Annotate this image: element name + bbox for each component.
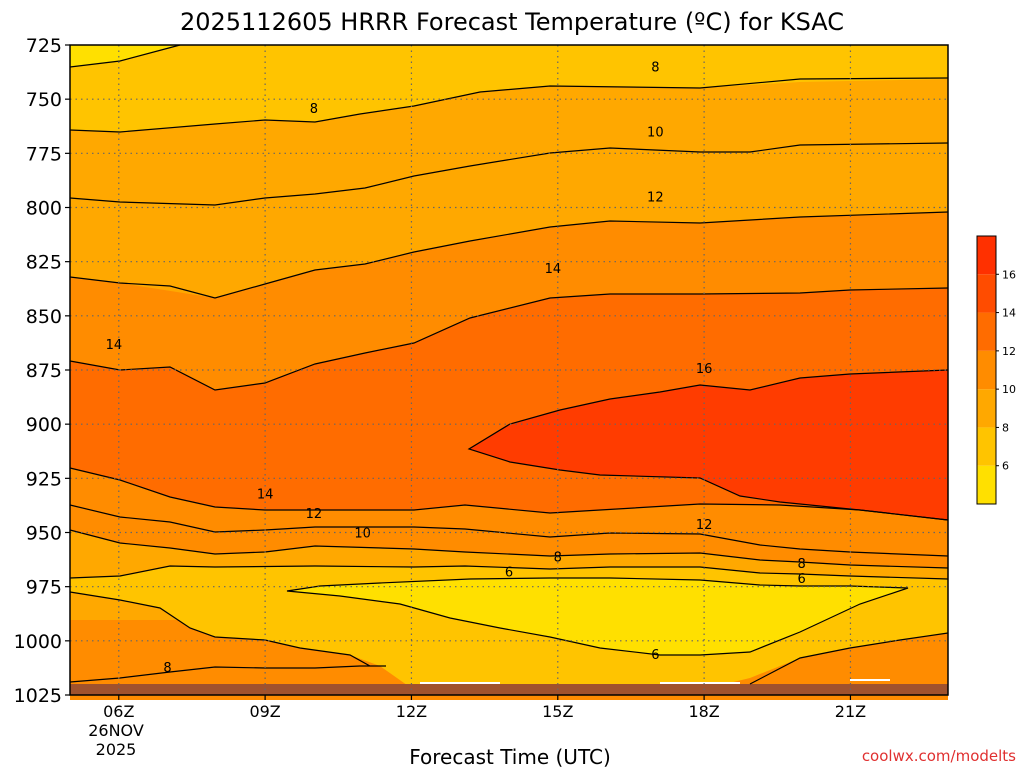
colorbar: 6 8 10 12 14 16 — [976, 235, 1016, 505]
grid-lines — [70, 45, 948, 695]
y-tick-label: 925 — [26, 468, 62, 490]
y-tick-label: 900 — [26, 414, 62, 436]
colorbar-swatch — [977, 389, 996, 428]
colorbar-swatch — [977, 274, 996, 313]
contour-label: 12 — [696, 518, 713, 533]
contour-8-lowerright — [749, 632, 949, 685]
date-label-line1: 26NOV — [88, 721, 144, 740]
contour-label: 8 — [798, 557, 806, 572]
x-tick-label: 15Z — [542, 702, 573, 721]
colorbar-label: 10 — [1002, 383, 1016, 396]
contour-16 — [467, 369, 949, 521]
colorbar-label: 8 — [1002, 421, 1009, 434]
colorbar-frame — [976, 235, 997, 505]
y-tick-label: 775 — [26, 143, 62, 165]
x-tick-label: 18Z — [688, 702, 719, 721]
contour-12-lower — [69, 504, 949, 557]
y-tick-label: 800 — [26, 198, 62, 220]
y-tick-label: 950 — [26, 523, 62, 545]
band-fill — [70, 45, 180, 67]
x-axis-title: Forecast Time (UTC) — [409, 745, 611, 768]
contour-label: 14 — [545, 262, 562, 277]
ground-layer — [70, 684, 948, 695]
contour-label: 6 — [651, 648, 659, 663]
x-axis: 06Z 09Z 12Z 15Z 18Z 21Z — [103, 695, 866, 721]
watermark: coolwx.com/modelts — [862, 747, 1016, 765]
y-tick-label: 750 — [26, 89, 62, 111]
contour-label: 8 — [651, 61, 659, 76]
contour-label: 12 — [306, 507, 323, 522]
y-tick-label: 975 — [26, 577, 62, 599]
contour-label: 6 — [505, 566, 513, 581]
contour-14-upper — [69, 287, 949, 391]
contour-6-pocket — [286, 577, 909, 656]
colorbar-swatch — [977, 312, 996, 351]
contour-label: 14 — [106, 338, 123, 353]
contour-label: 10 — [354, 527, 371, 542]
chart-title: 2025112605 HRRR Forecast Temperature (ºC… — [180, 8, 844, 36]
y-tick-label: 875 — [26, 360, 62, 382]
ground-notch — [660, 682, 740, 684]
contour-label: 10 — [647, 126, 664, 141]
contour-label: 8 — [310, 102, 318, 117]
contour-8-upper — [69, 77, 949, 133]
contour-label: 8 — [554, 550, 562, 565]
colorbar-swatch — [977, 350, 996, 390]
colorbar-label: 12 — [1002, 345, 1016, 358]
y-tick-label: 725 — [26, 35, 62, 57]
contour-8-lower — [69, 565, 949, 580]
x-tick-label: 21Z — [835, 702, 866, 721]
contour-label: 6 — [798, 572, 806, 587]
contour-14-lower — [69, 467, 949, 521]
band-fill — [287, 578, 908, 655]
contour-12-upper — [69, 211, 949, 299]
x-tick-label: 06Z — [103, 702, 134, 721]
contour-label: 16 — [696, 362, 713, 377]
colorbar-label: 6 — [1002, 460, 1009, 473]
colorbar-label: 16 — [1002, 268, 1016, 281]
ground-notch — [420, 682, 500, 684]
y-tick-label: 1025 — [14, 685, 62, 707]
x-tick-label: 09Z — [249, 702, 280, 721]
band-fill — [70, 45, 948, 132]
contour-8-upper — [69, 44, 181, 68]
y-axis: 725 750 775 800 825 850 875 900 925 950 975 1000 102… — [14, 35, 70, 707]
contour-label: 14 — [257, 488, 274, 503]
contour-label: 12 — [647, 191, 664, 206]
date-label-line2: 2025 — [96, 740, 137, 759]
contour-10-lower — [69, 529, 949, 569]
colorbar-swatch — [977, 465, 996, 504]
y-tick-label: 1000 — [14, 631, 62, 653]
contour-label: 8 — [163, 661, 171, 676]
colorbar-swatch — [977, 427, 996, 466]
y-tick-label: 825 — [26, 252, 62, 274]
colorbar-label: 14 — [1002, 307, 1016, 320]
contour-lines — [69, 44, 949, 685]
y-tick-label: 850 — [26, 306, 62, 328]
contour-10-upper — [69, 142, 949, 206]
contour-8-lowerleft — [69, 591, 386, 683]
band-fill — [469, 370, 948, 520]
x-tick-label: 12Z — [396, 702, 427, 721]
ground-notch — [850, 679, 890, 681]
colorbar-swatch — [977, 236, 996, 275]
